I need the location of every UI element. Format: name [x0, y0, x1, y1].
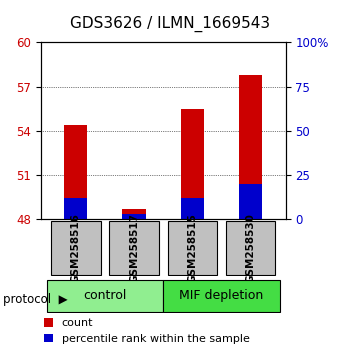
Bar [239, 184, 262, 219]
Text: GSM258530: GSM258530 [245, 213, 256, 283]
Text: GSM258517: GSM258517 [129, 213, 139, 283]
Bar [64, 198, 87, 219]
Bar [181, 109, 204, 219]
FancyBboxPatch shape [47, 280, 163, 312]
Text: control: control [83, 289, 126, 302]
FancyBboxPatch shape [51, 221, 101, 275]
Legend: count, percentile rank within the sample: count, percentile rank within the sample [39, 314, 254, 348]
Text: GDS3626 / ILMN_1669543: GDS3626 / ILMN_1669543 [70, 16, 270, 32]
FancyBboxPatch shape [163, 280, 280, 312]
Bar [122, 214, 146, 219]
Text: protocol  ▶: protocol ▶ [3, 293, 68, 306]
Text: MIF depletion: MIF depletion [180, 289, 264, 302]
FancyBboxPatch shape [109, 221, 159, 275]
Text: GSM258515: GSM258515 [187, 213, 197, 283]
Bar [239, 75, 262, 219]
Text: GSM258516: GSM258516 [71, 213, 81, 283]
Bar [64, 125, 87, 219]
FancyBboxPatch shape [226, 221, 275, 275]
Bar [181, 198, 204, 219]
FancyBboxPatch shape [168, 221, 217, 275]
Bar [122, 209, 146, 219]
